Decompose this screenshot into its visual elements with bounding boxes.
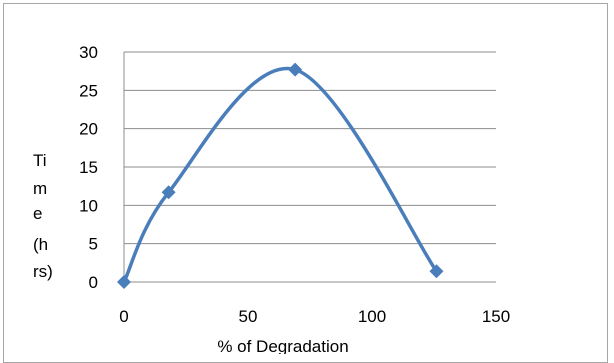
y-tick-label-30: 30 xyxy=(79,43,98,62)
x-tick-label-100: 100 xyxy=(358,307,386,326)
y-tick-label-5: 5 xyxy=(89,235,98,254)
y-tick-label-0: 0 xyxy=(89,273,98,292)
x-tick-label-150: 150 xyxy=(482,307,510,326)
x-tick-labels: 0 50 100 150 xyxy=(119,307,510,326)
series-markers xyxy=(117,62,444,289)
x-tick-label-0: 0 xyxy=(119,307,128,326)
x-tick-label-50: 50 xyxy=(239,307,258,326)
y-axis-title-part-4: rs) xyxy=(33,262,53,281)
data-point-0 xyxy=(117,275,131,289)
y-tick-label-20: 20 xyxy=(79,120,98,139)
y-axis-title-part-0: Ti xyxy=(33,151,47,170)
y-tick-labels: 0 5 10 15 20 25 30 xyxy=(79,43,98,292)
y-axis-title-part-2: e xyxy=(33,204,42,223)
y-axis-title: Ti me (h rs) xyxy=(33,151,53,281)
gridlines xyxy=(123,51,496,283)
y-tick-label-15: 15 xyxy=(79,158,98,177)
data-point-3 xyxy=(429,264,444,279)
series-line xyxy=(122,66,438,283)
data-point-1 xyxy=(161,185,176,200)
line-chart: 0 5 10 15 20 25 30 0 50 100 150 Ti me (h rs) % of De… xyxy=(33,43,510,354)
y-axis-title-part-3: (h xyxy=(33,235,48,254)
x-axis-title: % of Degradation xyxy=(217,337,348,354)
y-axis-title-part-1: m xyxy=(33,179,47,198)
chart-frame xyxy=(3,3,608,363)
y-tick-label-10: 10 xyxy=(79,196,98,215)
y-tick-label-25: 25 xyxy=(79,81,98,100)
data-point-2 xyxy=(288,62,303,77)
